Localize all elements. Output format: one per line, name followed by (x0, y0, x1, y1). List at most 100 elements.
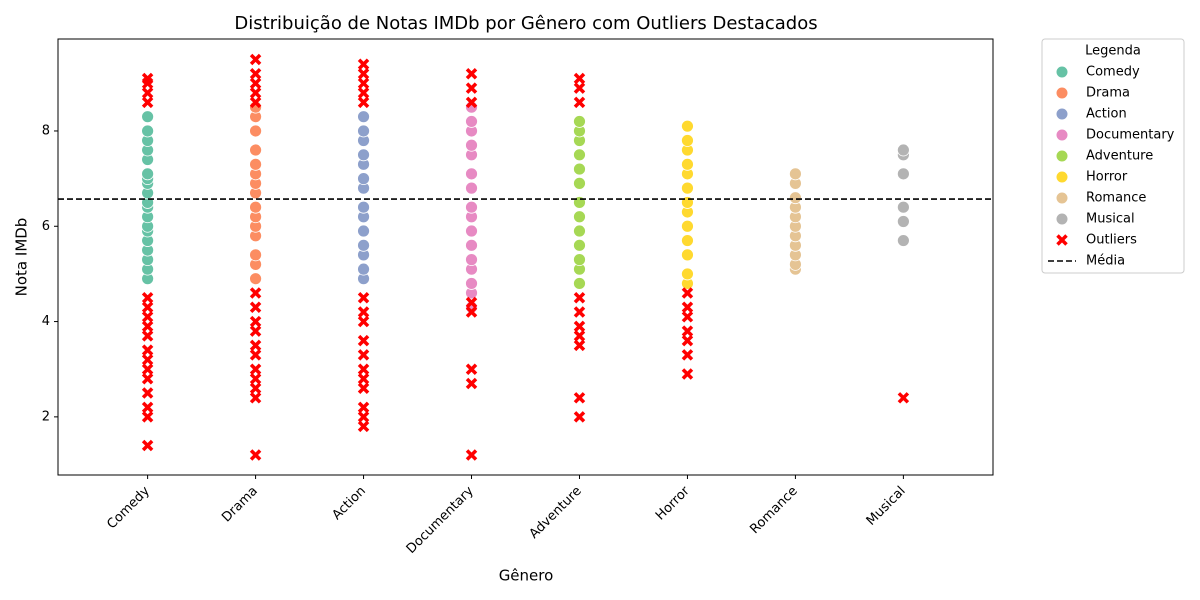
outlier (249, 87, 262, 99)
x-tick-label: Musical (864, 484, 909, 529)
y-tick-label: 8 (42, 123, 50, 138)
outlier (681, 368, 694, 380)
outlier (357, 77, 370, 90)
outlier (573, 306, 586, 318)
outlier (249, 68, 262, 80)
outlier (357, 349, 370, 361)
outlier (141, 363, 154, 375)
outlier (681, 334, 694, 347)
legend-label: Horror (1086, 170, 1128, 185)
outlier (465, 306, 478, 318)
point (789, 167, 802, 181)
outlier (249, 373, 262, 385)
legend-marker (1055, 149, 1069, 163)
outlier (141, 411, 154, 423)
outlier (141, 401, 154, 414)
point (573, 162, 586, 176)
outlier (357, 306, 370, 318)
outlier (573, 320, 586, 333)
legend-label: Romance (1086, 191, 1146, 206)
point (357, 224, 370, 238)
x-tick-label: Comedy (104, 483, 153, 532)
legend-box (1041, 38, 1185, 274)
outlier (357, 58, 370, 70)
outlier (357, 373, 370, 385)
outlier (141, 387, 154, 399)
outlier (249, 301, 262, 314)
outlier (249, 77, 262, 90)
outlier (141, 439, 154, 452)
point (573, 196, 586, 209)
point (249, 272, 262, 286)
outlier (465, 363, 478, 375)
outlier (573, 82, 586, 94)
point (573, 238, 586, 252)
point (465, 253, 478, 267)
point (465, 115, 478, 128)
outlier (249, 315, 262, 328)
legend-marker (1055, 170, 1069, 184)
legend-label: Documentary (1086, 128, 1175, 143)
point (249, 248, 262, 262)
legend-label: Adventure (1086, 149, 1153, 164)
point (681, 248, 694, 262)
outlier (465, 377, 478, 390)
point (357, 172, 370, 186)
point (573, 224, 586, 238)
point (141, 124, 155, 138)
outlier (681, 287, 694, 299)
outlier (141, 353, 154, 366)
outlier (141, 330, 154, 342)
point (896, 200, 910, 214)
point (465, 238, 478, 252)
x-tick-label: Romance (747, 484, 800, 537)
outlier (897, 392, 910, 404)
point (249, 143, 262, 157)
legend-label: Outliers (1086, 233, 1137, 248)
point (357, 110, 370, 124)
point (357, 148, 370, 162)
legend-marker (1056, 234, 1068, 246)
point (573, 210, 586, 224)
outlier (357, 292, 370, 304)
outlier (357, 68, 370, 80)
legend-marker (1055, 191, 1069, 205)
point (357, 262, 370, 276)
outlier (141, 301, 154, 314)
outlier (249, 96, 262, 109)
outlier (141, 72, 154, 85)
outlier (465, 96, 478, 109)
legend-marker (1055, 128, 1069, 142)
outlier (465, 296, 478, 309)
point (249, 157, 262, 171)
outlier (249, 339, 262, 352)
outlier (681, 325, 694, 337)
point (465, 200, 478, 214)
outlier (249, 363, 262, 375)
outlier (357, 401, 370, 414)
point (141, 110, 155, 124)
outlier (141, 344, 154, 356)
x-tick-label: Horror (653, 483, 693, 523)
x-tick-label: Documentary (404, 483, 477, 556)
point (681, 196, 694, 209)
outlier (357, 334, 370, 347)
outlier (681, 301, 694, 314)
outlier (141, 311, 154, 323)
outlier (249, 349, 262, 361)
outlier (141, 292, 154, 304)
outlier (573, 411, 586, 423)
point (681, 119, 694, 133)
point (357, 124, 370, 138)
outlier (573, 292, 586, 304)
point (681, 219, 694, 233)
outlier (357, 411, 370, 423)
point (573, 253, 586, 267)
point (141, 167, 155, 181)
outlier (681, 349, 694, 361)
point (681, 134, 694, 147)
outlier (249, 449, 262, 461)
x-tick-label: Drama (219, 484, 261, 526)
point (896, 143, 910, 157)
